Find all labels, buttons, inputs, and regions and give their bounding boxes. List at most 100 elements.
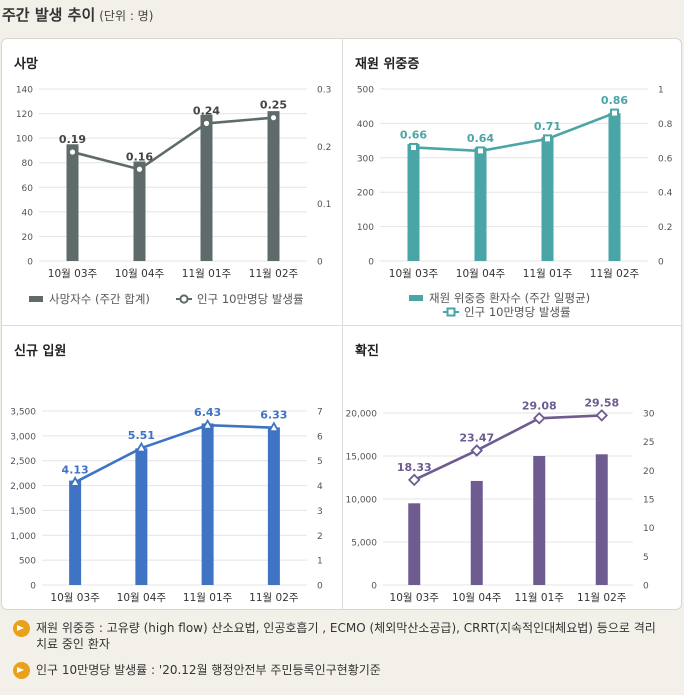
y-tick-label: 300 bbox=[357, 154, 374, 164]
note-item: 재원 위중증 : 고유량 (high flow) 산소요법, 인공호흡기 , E… bbox=[13, 620, 656, 652]
x-tick-label: 11월 01주 bbox=[182, 268, 232, 280]
data-label: 4.13 bbox=[62, 463, 89, 476]
x-tick-label: 10월 04주 bbox=[117, 592, 167, 604]
line-point bbox=[407, 473, 421, 487]
x-tick-label: 11월 02주 bbox=[249, 268, 299, 280]
y2-tick-label: 0.2 bbox=[317, 143, 331, 153]
data-label: 0.25 bbox=[260, 99, 287, 112]
panel-divider-vertical bbox=[342, 39, 343, 609]
line-point bbox=[134, 164, 145, 174]
data-label: 6.43 bbox=[194, 406, 221, 419]
x-tick-label: 10월 04주 bbox=[115, 268, 165, 280]
chart-title: 신규 입원 bbox=[14, 344, 67, 359]
data-label: 18.33 bbox=[397, 461, 432, 474]
legend-label: 인구 10만명당 발생률 bbox=[464, 305, 571, 319]
bar bbox=[470, 480, 483, 585]
y2-tick-label: 5 bbox=[643, 553, 649, 563]
y2-tick-label: 20 bbox=[643, 467, 655, 477]
series-line bbox=[72, 116, 274, 171]
y-tick-label: 3,000 bbox=[10, 432, 36, 442]
bar bbox=[608, 113, 621, 261]
x-tick-label: 11월 01주 bbox=[515, 592, 565, 604]
charts-container: 사망 0 20 40 60 80 100 120 140 0 0.1 0.2 0.3 10월 03주 10… bbox=[1, 38, 682, 610]
line-point bbox=[470, 444, 484, 457]
chart-admissions: 0 500 1,000 1,500 2,000 2,500 3,000 3,500 0 1 2 3 4 5… bbox=[10, 406, 323, 604]
bar bbox=[595, 454, 608, 585]
legend-label: 재원 위중증 환자수 (주간 일평균) bbox=[429, 291, 590, 305]
y2-tick-label: 6 bbox=[317, 432, 323, 442]
y-tick-label: 20 bbox=[22, 233, 34, 243]
data-label: 0.24 bbox=[193, 104, 220, 117]
line-point bbox=[610, 108, 619, 118]
x-tick-label: 10월 04주 bbox=[452, 592, 502, 604]
y-tick-label: 2,500 bbox=[10, 457, 36, 467]
y-tick-label: 0 bbox=[27, 258, 33, 268]
y-tick-label: 200 bbox=[357, 189, 374, 199]
panel-admissions: 신규 입원 0 500 1,000 1,500 2,000 2,500 3,000 3,500… bbox=[2, 326, 341, 609]
line-point bbox=[69, 476, 82, 487]
y2-tick-label: 3 bbox=[317, 507, 323, 517]
note-text: 재원 위중증 : 고유량 (high flow) 산소요법, 인공호흡기 , E… bbox=[36, 621, 656, 651]
legend-label: 인구 10만명당 발생률 bbox=[197, 292, 304, 306]
line-point bbox=[201, 418, 214, 430]
x-tick-label: 11월 01주 bbox=[523, 268, 573, 280]
y2-tick-label: 0.6 bbox=[658, 154, 673, 164]
note-text: 인구 10만명당 발생률 : '20.12월 행정안전부 주민등록인구현황기준 bbox=[36, 663, 381, 677]
series-line bbox=[413, 111, 615, 153]
y-tick-label: 140 bbox=[16, 86, 33, 96]
y-tick-label: 0 bbox=[368, 258, 374, 268]
legend-marker-icon bbox=[446, 307, 456, 317]
panel-divider-horizontal bbox=[2, 325, 681, 326]
line-point bbox=[532, 412, 546, 425]
y-tick-label: 0 bbox=[30, 582, 36, 592]
series-line bbox=[74, 423, 274, 484]
y2-tick-label: 0.2 bbox=[658, 223, 672, 233]
notes-section: 재원 위중증 : 고유량 (high flow) 산소요법, 인공호흡기 , E… bbox=[1, 612, 680, 692]
y-tick-label: 60 bbox=[22, 184, 34, 194]
y2-tick-label: 1 bbox=[658, 86, 664, 96]
bar bbox=[200, 114, 213, 261]
series-line bbox=[413, 414, 602, 482]
y-tick-label: 3,500 bbox=[10, 408, 36, 418]
line-point bbox=[409, 142, 418, 152]
y-tick-label: 400 bbox=[357, 120, 374, 130]
y2-tick-label: 5 bbox=[317, 457, 323, 467]
panel-deaths: 사망 0 20 40 60 80 100 120 140 0 0.1 0.2 0.3 10월 03주 10… bbox=[2, 39, 341, 324]
y-tick-label: 40 bbox=[22, 208, 34, 218]
y2-tick-label: 15 bbox=[643, 496, 654, 506]
y2-tick-label: 0 bbox=[317, 258, 323, 268]
y2-tick-label: 10 bbox=[643, 524, 655, 534]
y2-tick-label: 25 bbox=[643, 438, 654, 448]
y-tick-label: 2,000 bbox=[10, 482, 36, 492]
bar bbox=[408, 503, 421, 585]
panel-critical: 재원 위중증 0 100 200 300 400 500 0 0.2 0.4 0.6 0.8 1 10월… bbox=[343, 39, 681, 324]
x-tick-label: 10월 03주 bbox=[390, 592, 440, 604]
y-tick-label: 80 bbox=[22, 159, 34, 169]
bar bbox=[407, 144, 420, 261]
chart-title: 확진 bbox=[355, 344, 379, 359]
x-tick-label: 10월 03주 bbox=[389, 268, 439, 280]
y2-tick-label: 4 bbox=[317, 482, 323, 492]
x-tick-label: 10월 03주 bbox=[48, 268, 98, 280]
line-point bbox=[135, 441, 148, 453]
y-tick-label: 100 bbox=[357, 223, 374, 233]
y2-tick-label: 30 bbox=[643, 410, 655, 420]
chart-deaths: 0 20 40 60 80 100 120 140 0 0.1 0.2 0.3 10월 03주 10월 0… bbox=[16, 86, 332, 307]
y-tick-label: 1,500 bbox=[10, 507, 36, 517]
bar bbox=[533, 456, 546, 585]
bar bbox=[133, 161, 146, 261]
chart-title: 사망 bbox=[14, 57, 38, 72]
chart-critical: 0 100 200 300 400 500 0 0.2 0.4 0.6 0.8 1 10월 03주 10월… bbox=[357, 86, 673, 320]
y-tick-label: 100 bbox=[16, 135, 33, 145]
x-tick-label: 10월 04주 bbox=[456, 268, 506, 280]
y2-tick-label: 0 bbox=[643, 582, 649, 592]
bar bbox=[267, 111, 280, 261]
y-tick-label: 500 bbox=[357, 86, 374, 96]
line-point bbox=[267, 421, 280, 433]
page-title-text: 주간 발생 추이 bbox=[2, 6, 96, 24]
bar bbox=[66, 144, 79, 261]
y-tick-label: 500 bbox=[19, 557, 36, 567]
y-tick-label: 0 bbox=[371, 582, 377, 592]
y2-tick-label: 0.3 bbox=[317, 86, 331, 96]
x-tick-label: 11월 01주 bbox=[183, 592, 233, 604]
